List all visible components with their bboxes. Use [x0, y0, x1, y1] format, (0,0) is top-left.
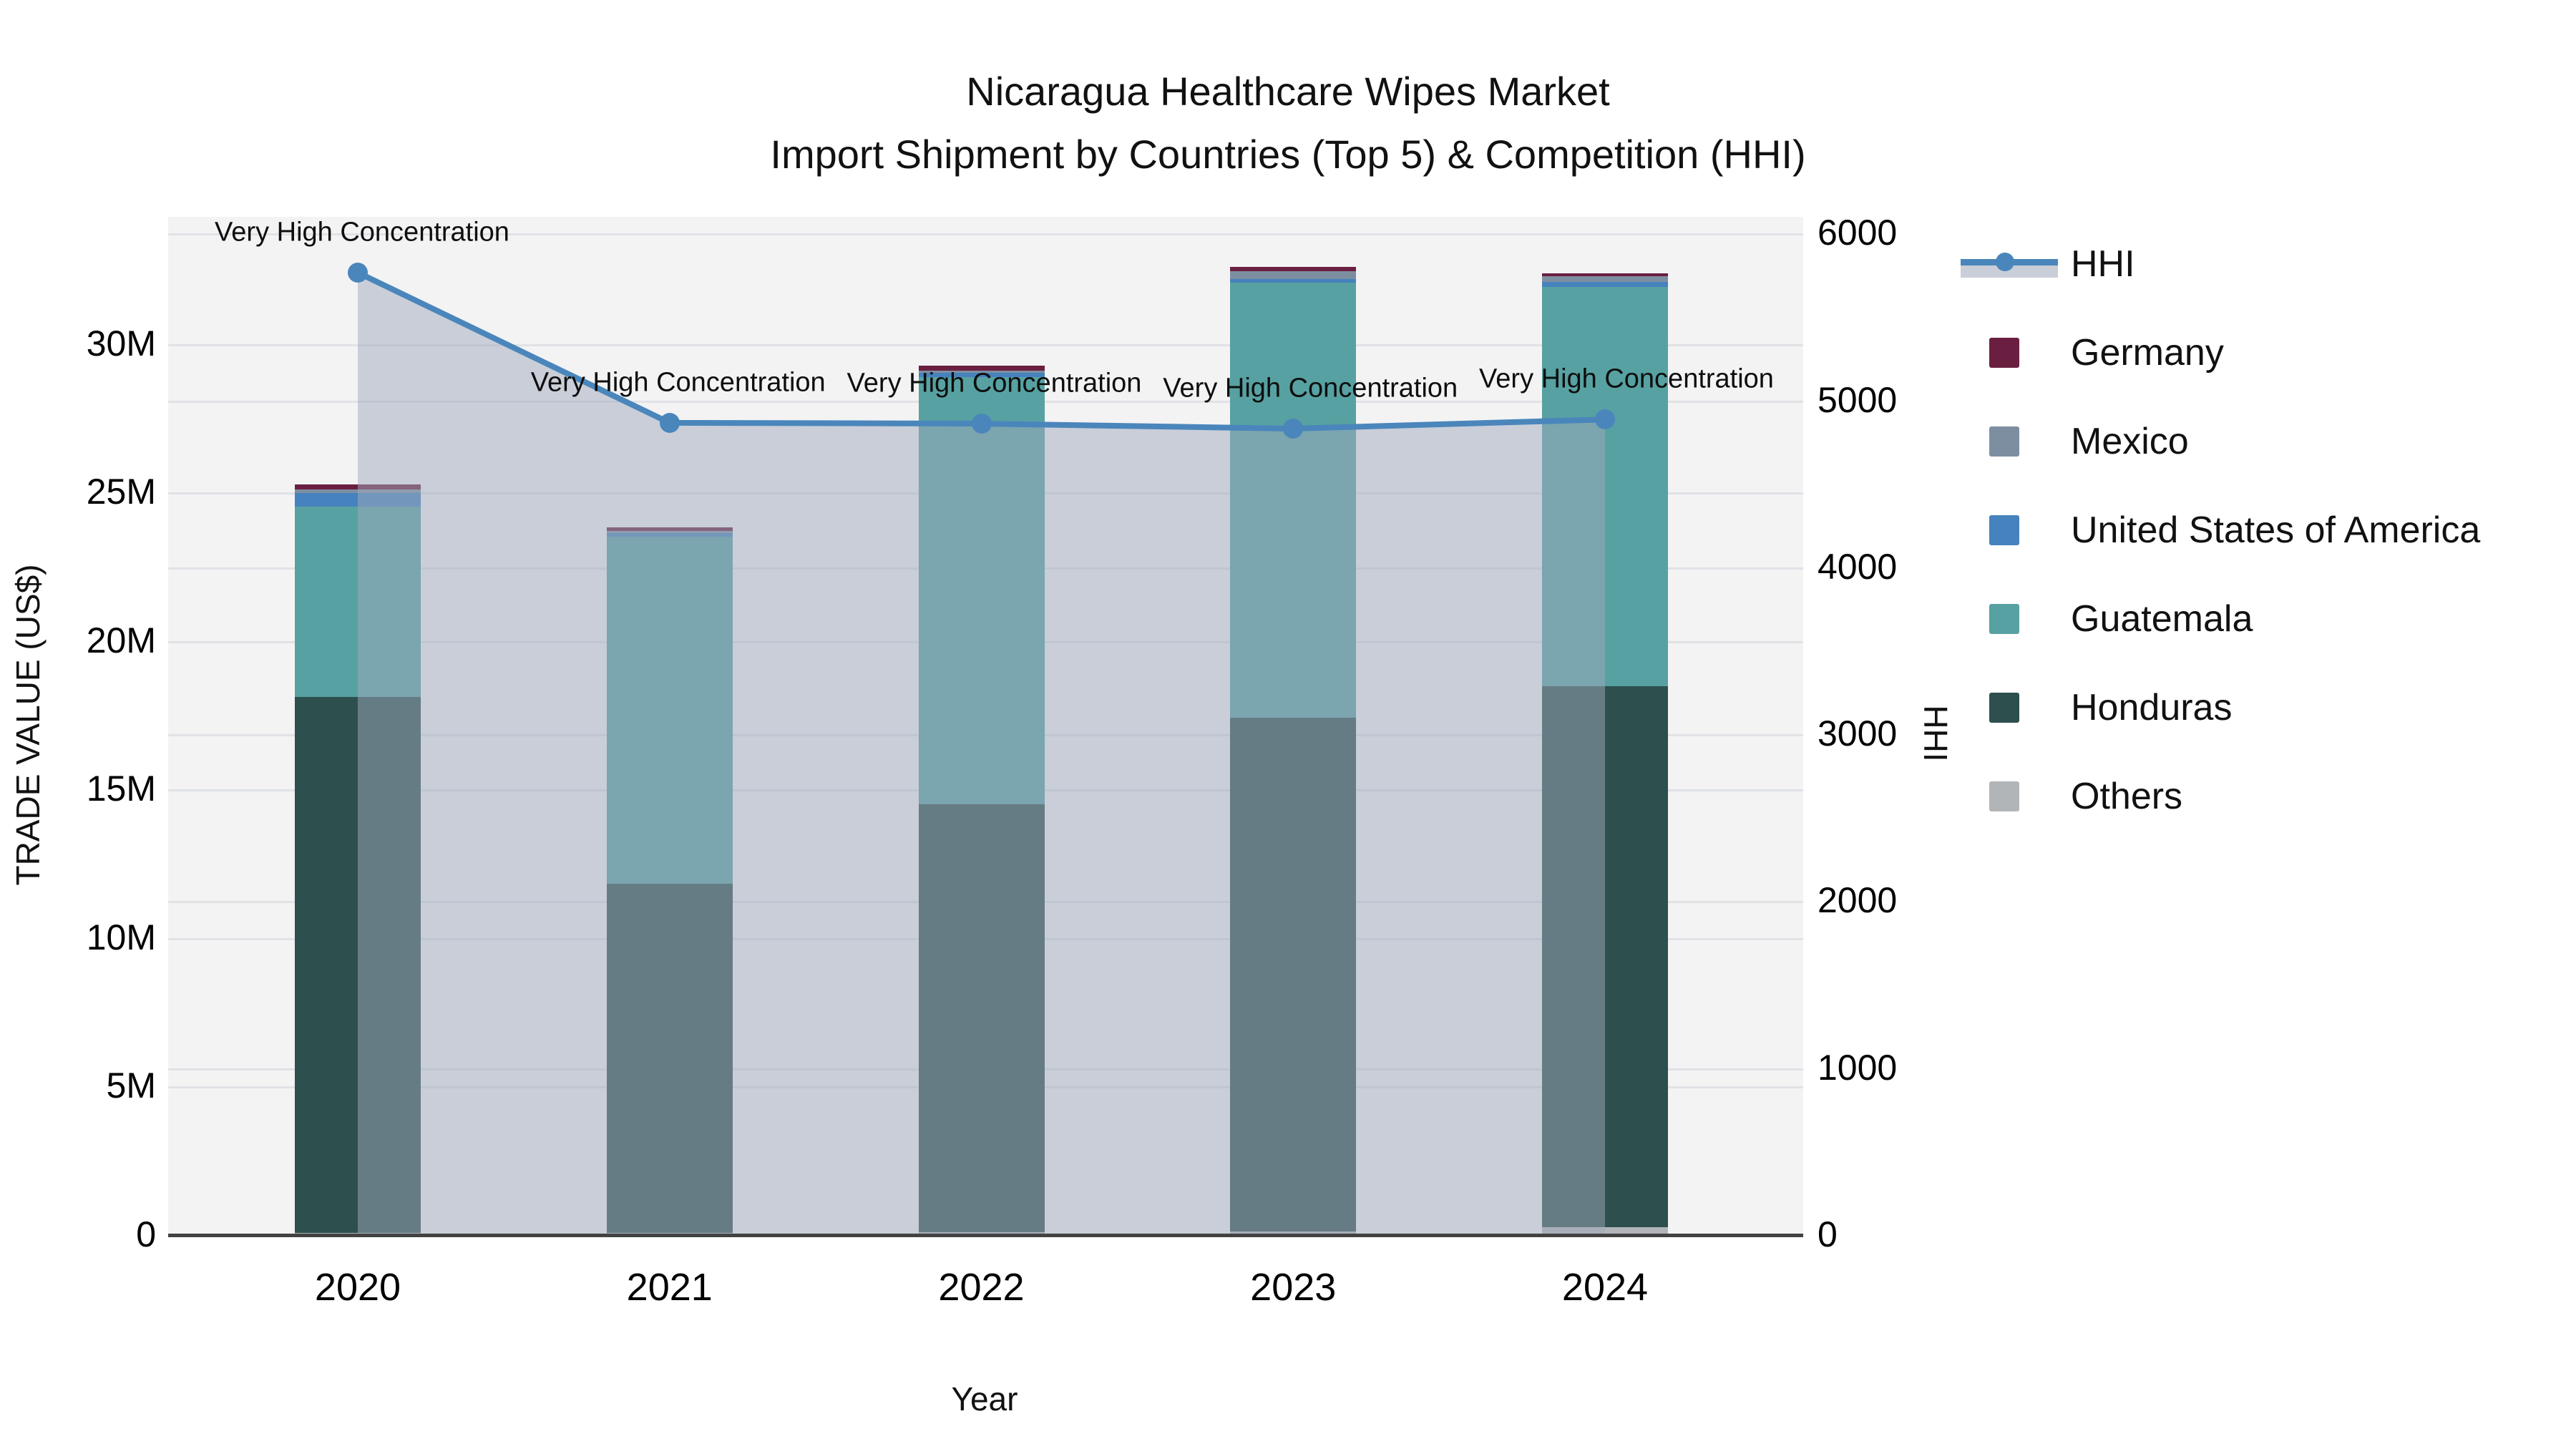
bar-segment-2022-united-states-of-america[interactable]: [918, 373, 1045, 377]
y-right-tick-6000: 6000: [1818, 213, 1898, 253]
legend-swatch-icon: [1961, 780, 2058, 813]
legend-item-germany[interactable]: Germany: [1961, 332, 2480, 374]
bar-segment-2024-united-states-of-america[interactable]: [1542, 281, 1668, 287]
y-left-tick-0: 0: [136, 1214, 156, 1254]
bar-segment-2024-mexico[interactable]: [1542, 276, 1668, 282]
legend-label: Guatemala: [2071, 598, 2253, 640]
y-right-tick-2000: 2000: [1818, 880, 1898, 921]
annotation-2024: Very High Concentration: [1479, 364, 1774, 394]
legend-item-others[interactable]: Others: [1961, 776, 2480, 817]
hhi-line-swatch-icon: [1961, 248, 2058, 280]
legend-label: HHI: [2071, 243, 2135, 285]
legend-label: Honduras: [2071, 687, 2233, 728]
plot-area: Very High Concentration Very High Concent…: [168, 217, 1803, 1237]
chart-title: Nicaragua Healthcare Wipes Market Import…: [0, 60, 2576, 186]
x-tick-2022: 2022: [938, 1266, 1025, 1309]
hhi-marker-2022[interactable]: [971, 414, 992, 434]
annotation-2020: Very High Concentration: [215, 217, 509, 248]
legend-item-guatemala[interactable]: Guatemala: [1961, 598, 2480, 640]
x-tick-2020: 2020: [314, 1266, 401, 1309]
bar-segment-2023-germany[interactable]: [1230, 267, 1357, 271]
x-tick-2024: 2024: [1561, 1266, 1649, 1309]
hhi-polyline: [356, 270, 1606, 432]
bar-segment-2023-united-states-of-america[interactable]: [1230, 279, 1357, 283]
legend-item-united-states-of-america[interactable]: United States of America: [1961, 509, 2480, 551]
y-left-tick-30M: 30M: [86, 323, 156, 364]
legend-item-mexico[interactable]: Mexico: [1961, 421, 2480, 462]
legend-swatch-icon: [1961, 691, 2058, 724]
hhi-marker-2024[interactable]: [1595, 409, 1615, 430]
hhi-marker-2023[interactable]: [1283, 419, 1304, 439]
annotation-2021: Very High Concentration: [530, 367, 826, 398]
legend-label: Mexico: [2071, 421, 2189, 462]
y-right-tick-3000: 3000: [1818, 713, 1898, 754]
legend-item-hhi[interactable]: HHI: [1961, 243, 2480, 285]
bar-segment-2024-germany[interactable]: [1542, 273, 1668, 277]
hhi-area-fill: [358, 272, 1605, 1236]
x-axis-title: Year: [951, 1380, 1018, 1418]
chart-title-line1: Nicaragua Healthcare Wipes Market: [966, 69, 1610, 114]
chart-title-line2: Import Shipment by Countries (Top 5) & C…: [770, 132, 1806, 177]
legend-swatch-icon: [1961, 514, 2058, 547]
x-tick-2021: 2021: [626, 1266, 713, 1309]
hhi-marker-2021[interactable]: [659, 412, 680, 433]
x-tick-2023: 2023: [1250, 1266, 1337, 1309]
y-left-tick-10M: 10M: [86, 917, 156, 957]
legend-swatch-icon: [1961, 425, 2058, 458]
y-right-tick-5000: 5000: [1818, 379, 1898, 420]
annotation-2023: Very High Concentration: [1163, 373, 1458, 404]
y-left-tick-5M: 5M: [106, 1065, 156, 1106]
y-right-tick-1000: 1000: [1818, 1047, 1898, 1088]
y-left-tick-20M: 20M: [86, 620, 156, 660]
legend: HHI Germany Mexico United States of America…: [1961, 243, 2480, 869]
y-left-tick-25M: 25M: [86, 472, 156, 512]
legend-label: Germany: [2071, 332, 2224, 374]
legend-swatch-icon: [1961, 602, 2058, 635]
gridline-left-30M: [168, 343, 1803, 346]
y-right-tick-4000: 4000: [1818, 546, 1898, 587]
hhi-marker-2020[interactable]: [348, 262, 368, 283]
legend-item-honduras[interactable]: Honduras: [1961, 687, 2480, 728]
hhi-area-polygon: [358, 272, 1605, 1236]
legend-label: Others: [2071, 776, 2183, 817]
legend-label: United States of America: [2071, 509, 2481, 551]
y-left-tick-15M: 15M: [86, 769, 156, 809]
y-right-tick-0: 0: [1818, 1214, 1838, 1254]
y-axis-left-title: TRADE VALUE (US$): [9, 564, 47, 886]
legend-swatch-icon: [1961, 336, 2058, 369]
y-axis-right-title: HHI: [1917, 705, 1954, 762]
annotation-2022: Very High Concentration: [847, 368, 1142, 399]
x-axis-line: [168, 1234, 1803, 1237]
bar-segment-2022-germany[interactable]: [918, 365, 1045, 371]
bar-segment-2022-mexico[interactable]: [918, 371, 1045, 374]
gridline-right-6000: [168, 233, 1803, 236]
bar-segment-2023-mexico[interactable]: [1230, 270, 1357, 280]
